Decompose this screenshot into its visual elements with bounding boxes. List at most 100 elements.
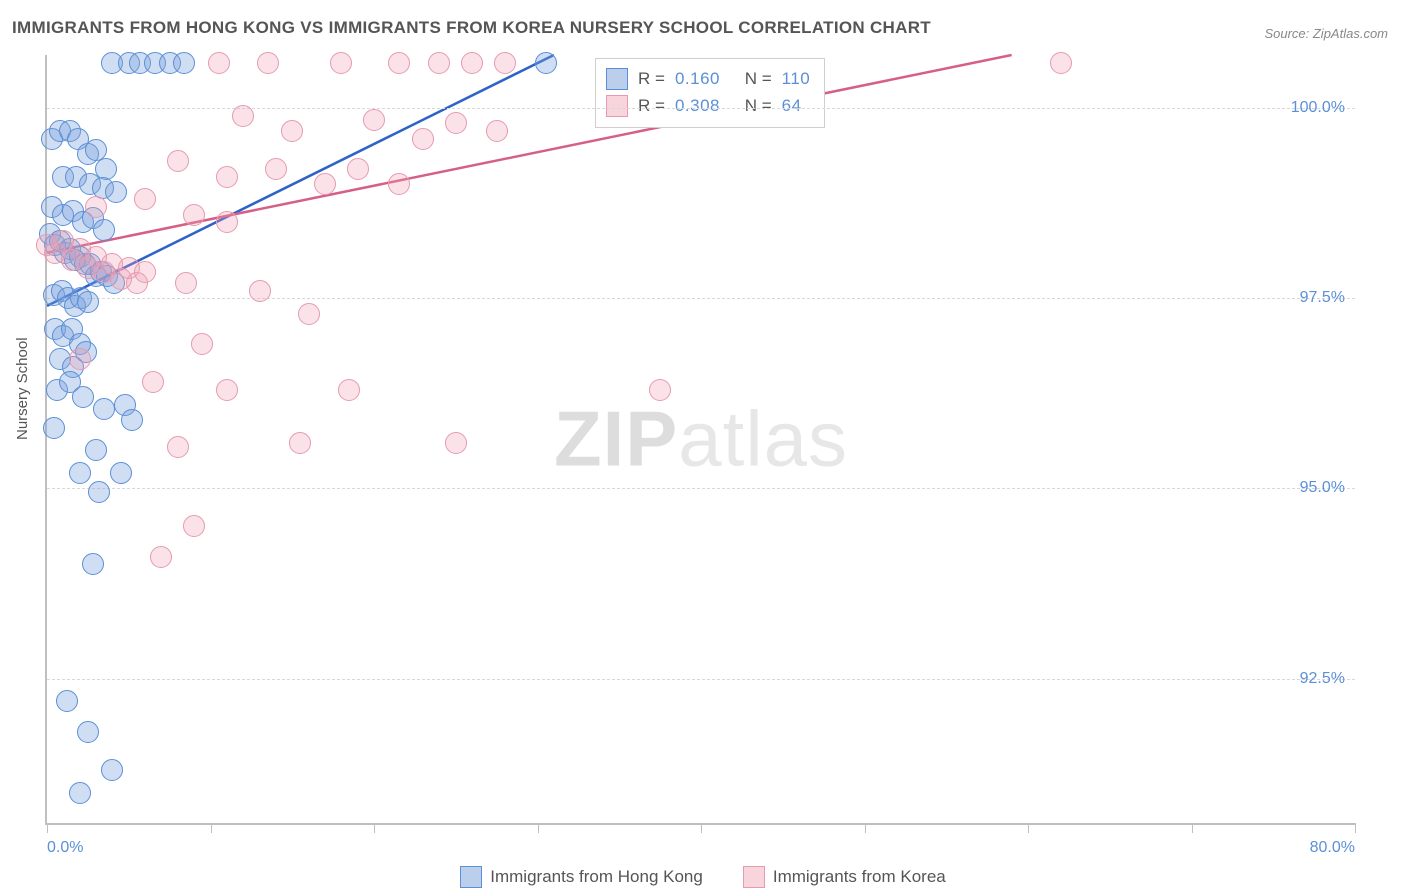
data-point (85, 439, 107, 461)
data-point (183, 204, 205, 226)
y-tick-label: 95.0% (1300, 479, 1345, 497)
data-point (281, 120, 303, 142)
data-point (183, 515, 205, 537)
data-point (298, 303, 320, 325)
legend-item-kr: Immigrants from Korea (743, 866, 946, 888)
stat-r-kr: 0.308 (675, 92, 720, 119)
data-point (494, 52, 516, 74)
data-point (486, 120, 508, 142)
x-tick (701, 823, 702, 833)
legend-item-hk: Immigrants from Hong Kong (460, 866, 703, 888)
x-tick-label: 80.0% (1310, 839, 1355, 857)
data-point (191, 333, 213, 355)
data-point (330, 52, 352, 74)
y-tick-label: 92.5% (1300, 670, 1345, 688)
data-point (150, 546, 172, 568)
y-tick-label: 97.5% (1300, 289, 1345, 307)
data-point (428, 52, 450, 74)
data-point (93, 398, 115, 420)
data-point (69, 348, 91, 370)
data-point (289, 432, 311, 454)
data-point (43, 417, 65, 439)
x-tick-label: 0.0% (47, 839, 83, 857)
data-point (347, 158, 369, 180)
data-point (105, 181, 127, 203)
data-point (216, 211, 238, 233)
data-point (208, 52, 230, 74)
data-point (216, 166, 238, 188)
x-tick (1355, 823, 1356, 833)
data-point (85, 196, 107, 218)
x-tick (1028, 823, 1029, 833)
data-point (110, 462, 132, 484)
x-tick (1192, 823, 1193, 833)
trend-lines (47, 55, 1355, 823)
legend-swatch-blue-icon (460, 866, 482, 888)
data-point (388, 52, 410, 74)
data-point (232, 105, 254, 127)
data-point (167, 150, 189, 172)
y-tick-label: 100.0% (1291, 99, 1345, 117)
data-point (445, 432, 467, 454)
x-tick (47, 823, 48, 833)
data-point (121, 409, 143, 431)
stats-row-hk: R = 0.160 N = 110 (606, 65, 810, 92)
data-point (314, 173, 336, 195)
data-point (77, 721, 99, 743)
data-point (175, 272, 197, 294)
data-point (535, 52, 557, 74)
stats-box: R = 0.160 N = 110 R = 0.308 N = 64 (595, 58, 825, 128)
stat-r-label: R = (638, 92, 665, 119)
data-point (461, 52, 483, 74)
data-point (88, 481, 110, 503)
gridline-h (47, 679, 1355, 680)
gridline-h (47, 298, 1355, 299)
stat-n-hk: 110 (782, 65, 811, 92)
watermark: ZIPatlas (554, 394, 848, 485)
data-point (173, 52, 195, 74)
x-tick (538, 823, 539, 833)
swatch-pink-icon (606, 95, 628, 117)
y-axis-label: Nursery School (14, 337, 31, 440)
watermark-bold: ZIP (554, 395, 678, 483)
legend: Immigrants from Hong Kong Immigrants fro… (0, 866, 1406, 888)
legend-swatch-pink-icon (743, 866, 765, 888)
stat-n-label: N = (745, 65, 772, 92)
data-point (1050, 52, 1072, 74)
data-point (134, 261, 156, 283)
chart-container: IMMIGRANTS FROM HONG KONG VS IMMIGRANTS … (0, 0, 1406, 892)
data-point (363, 109, 385, 131)
gridline-h (47, 488, 1355, 489)
stat-r-label: R = (638, 65, 665, 92)
plot-area: ZIPatlas R = 0.160 N = 110 R = 0.308 N =… (45, 55, 1355, 825)
data-point (69, 462, 91, 484)
x-tick (374, 823, 375, 833)
data-point (82, 553, 104, 575)
chart-title: IMMIGRANTS FROM HONG KONG VS IMMIGRANTS … (12, 18, 931, 38)
x-tick (865, 823, 866, 833)
stats-row-kr: R = 0.308 N = 64 (606, 92, 810, 119)
stat-n-kr: 64 (782, 92, 802, 119)
data-point (101, 759, 123, 781)
data-point (56, 690, 78, 712)
swatch-blue-icon (606, 68, 628, 90)
data-point (69, 782, 91, 804)
data-point (649, 379, 671, 401)
data-point (338, 379, 360, 401)
stat-r-hk: 0.160 (675, 65, 720, 92)
legend-label-hk: Immigrants from Hong Kong (490, 867, 703, 887)
stat-n-label: N = (745, 92, 772, 119)
data-point (257, 52, 279, 74)
data-point (77, 291, 99, 313)
data-point (216, 379, 238, 401)
data-point (142, 371, 164, 393)
data-point (412, 128, 434, 150)
data-point (388, 173, 410, 195)
data-point (134, 188, 156, 210)
legend-label-kr: Immigrants from Korea (773, 867, 946, 887)
data-point (249, 280, 271, 302)
watermark-rest: atlas (678, 395, 848, 483)
data-point (72, 386, 94, 408)
source-attribution: Source: ZipAtlas.com (1264, 26, 1388, 41)
data-point (93, 219, 115, 241)
